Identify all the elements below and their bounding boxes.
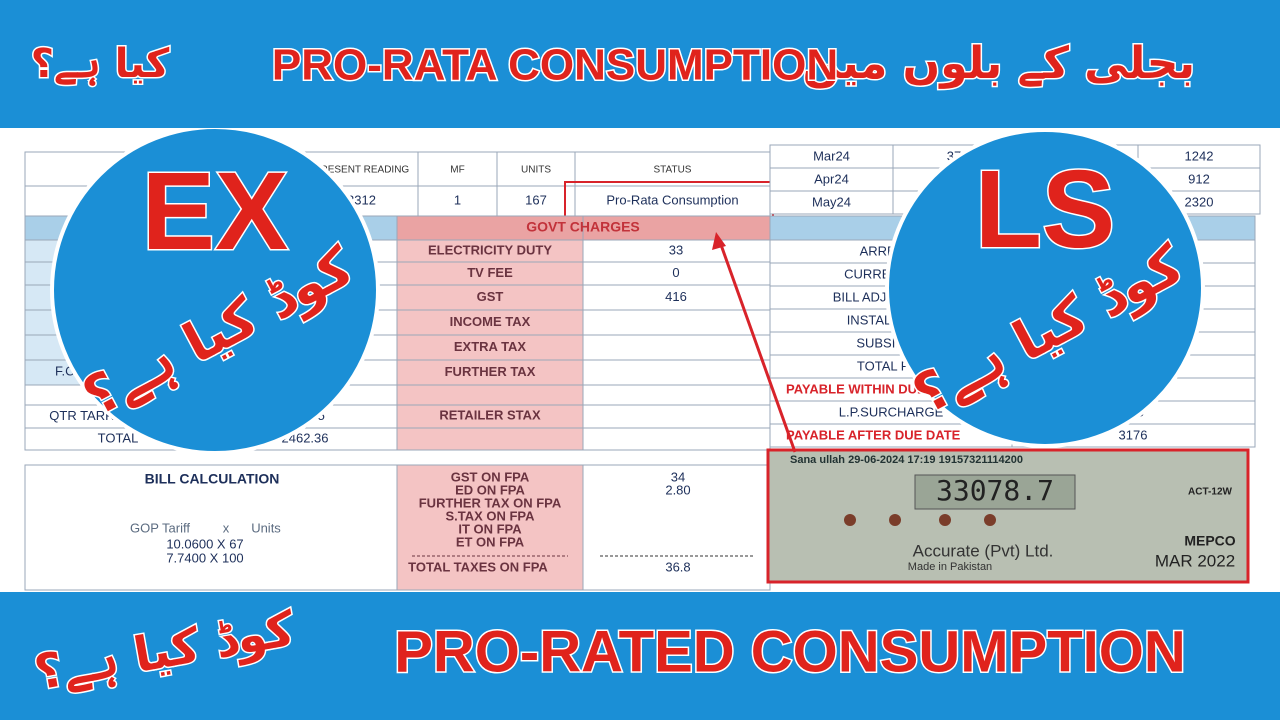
cell-text: Made in Pakistan <box>908 561 992 573</box>
cell-text: MF <box>450 165 464 176</box>
cell-text: TOTAL <box>98 430 139 445</box>
cell-text: Apr24 <box>814 171 849 186</box>
cell-text: ED ON FPA <box>455 482 525 497</box>
cell-text: PRO-RATA CONSUMPTION <box>272 41 838 90</box>
cell-text: ELECTRICITY DUTY <box>428 242 552 257</box>
cell-text: GOP Tariff <box>130 520 190 535</box>
cell-text: بجلی کے بلوں میں <box>803 38 1195 89</box>
code-circle <box>885 128 1205 448</box>
cell-text: Sana ullah 29-06-2024 17:19 191573211142… <box>790 454 1023 466</box>
cell-text: S.TAX ON FPA <box>445 508 535 523</box>
table-cell <box>396 427 584 451</box>
cell-text: GOVT CHARGES <box>526 219 640 235</box>
meter-led <box>984 514 996 526</box>
cell-text: INCOME TAX <box>450 314 531 329</box>
cell-text: 36.8 <box>665 559 690 574</box>
cell-text: May24 <box>812 194 851 209</box>
cell-text: UNITS <box>521 165 551 176</box>
table-cell <box>396 284 584 311</box>
cell-text: x <box>223 520 230 535</box>
cell-text: FURTHER TAX ON FPA <box>419 495 562 510</box>
cell-text: EX <box>142 150 289 273</box>
arrow <box>718 241 797 453</box>
table-cell <box>396 464 584 591</box>
arrow-head <box>712 232 726 250</box>
table-cell <box>396 309 584 336</box>
cell-text: 1 <box>454 192 461 207</box>
table-cell <box>396 384 584 406</box>
cell-text: MEPCO <box>1184 533 1235 549</box>
table-cell <box>582 427 771 451</box>
cell-text: ET ON FPA <box>456 534 525 549</box>
cell-text: TV FEE <box>467 265 513 280</box>
table-cell <box>396 359 584 386</box>
table-cell <box>582 464 771 591</box>
cell-text: Mar24 <box>813 148 850 163</box>
table-cell <box>582 215 771 241</box>
cell-text: GST ON FPA <box>451 469 530 484</box>
cell-text: 2320 <box>1185 194 1214 209</box>
top-band <box>0 0 1280 128</box>
cell-text: PRO-RATED CONSUMPTION <box>394 619 1186 684</box>
meter-display <box>914 474 1076 510</box>
cell-text: 1242 <box>1185 148 1214 163</box>
meter-led <box>889 514 901 526</box>
cell-text: FURTHER TAX <box>445 364 536 379</box>
cell-text: GST <box>477 289 504 304</box>
table-cell <box>582 334 771 361</box>
cell-text: EXTRA TAX <box>454 339 527 354</box>
cell-text: IT ON FPA <box>458 521 522 536</box>
cell-text: 34 <box>671 469 685 484</box>
cell-text: 10.0600 X 67 <box>166 536 243 551</box>
cell-text: STATUS <box>654 165 692 176</box>
cell-text: 416 <box>665 289 687 304</box>
cell-text: MAR 2022 <box>1155 551 1235 570</box>
cell-text: PAYABLE AFTER DUE DATE <box>786 427 961 442</box>
meter-led <box>939 514 951 526</box>
cell-text: 3176 <box>1119 427 1148 442</box>
cell-text: 0 <box>672 265 679 280</box>
cell-text: 7.7400 X 100 <box>166 550 243 565</box>
cell-text: 33 <box>669 242 683 257</box>
table-cell <box>24 464 398 591</box>
table-cell <box>496 151 576 187</box>
meter-photo: Sana ullah 29-06-2024 17:19 191573211142… <box>766 448 1250 584</box>
cell-text: Pro-Rata Consumption <box>606 192 738 207</box>
meter-led <box>844 514 856 526</box>
cell-text: Units <box>251 520 281 535</box>
cell-text: 2.80 <box>665 482 690 497</box>
cell-text: 33078.7 <box>936 474 1054 507</box>
cell-text: Accurate (Pvt) Ltd. <box>913 541 1054 560</box>
cell-text: کیا ہے؟ <box>31 41 170 87</box>
table-cell <box>582 309 771 336</box>
table-cell <box>396 215 584 241</box>
bottom-band <box>0 592 1280 720</box>
cell-text: PRESENT READING <box>314 165 410 176</box>
cell-text: TOTAL TAXES ON FPA <box>408 559 548 574</box>
cell-text: L.P.SURCHARGE <box>839 404 944 419</box>
cell-text: LS <box>975 148 1116 271</box>
cell-text: BILL CALCULATION <box>145 471 280 487</box>
cell-text: 912 <box>1188 171 1210 186</box>
table-cell <box>582 384 771 406</box>
table-cell <box>582 359 771 386</box>
table-cell <box>396 334 584 361</box>
cell-text: 167 <box>525 192 547 207</box>
table-cell <box>582 404 771 429</box>
cell-text: RETAILER STAX <box>439 407 541 422</box>
cell-text: ACT-12W <box>1188 487 1232 498</box>
table-cell <box>417 185 498 217</box>
table-cell <box>496 185 576 217</box>
table-cell <box>574 185 771 217</box>
